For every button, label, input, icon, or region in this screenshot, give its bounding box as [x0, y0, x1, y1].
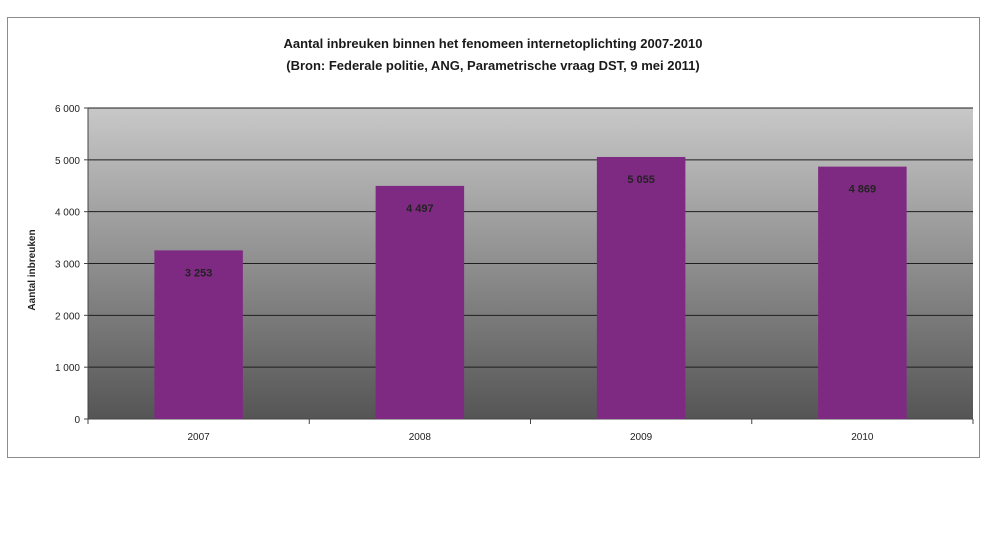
- y-tick-label: 2 000: [55, 311, 80, 322]
- y-tick-label: 3 000: [55, 260, 80, 271]
- chart-frame: Aantal inbreuken binnen het fenomeen int…: [7, 17, 980, 458]
- x-tick-label: 2010: [851, 432, 874, 443]
- y-tick-label: 5 000: [55, 156, 80, 167]
- y-axis-label: Aantal inbreuken: [27, 229, 38, 310]
- bar-chart: Aantal inbreuken binnen het fenomeen int…: [27, 36, 974, 443]
- data-label: 4 869: [849, 184, 877, 196]
- bar: [375, 185, 465, 419]
- bar: [596, 156, 686, 420]
- x-tick-label: 2009: [630, 432, 653, 443]
- bar: [154, 250, 243, 419]
- y-tick-label: 1 000: [55, 363, 80, 374]
- chart-title: Aantal inbreuken binnen het fenomeen int…: [284, 36, 703, 51]
- y-tick-label: 0: [74, 415, 80, 426]
- chart-subtitle: (Bron: Federale politie, ANG, Parametris…: [286, 58, 700, 73]
- data-label: 5 055: [627, 174, 655, 186]
- y-tick-label: 4 000: [55, 208, 80, 219]
- y-tick-label: 6 000: [55, 104, 80, 115]
- data-label: 3 253: [185, 267, 213, 279]
- x-tick-label: 2008: [409, 432, 432, 443]
- data-label: 4 497: [406, 203, 434, 215]
- bar: [818, 166, 907, 419]
- x-tick-label: 2007: [188, 432, 211, 443]
- plot-area: 0 1 000 2 000 3 000 4 000 5 000 6 000 3 253 2007…: [55, 104, 974, 443]
